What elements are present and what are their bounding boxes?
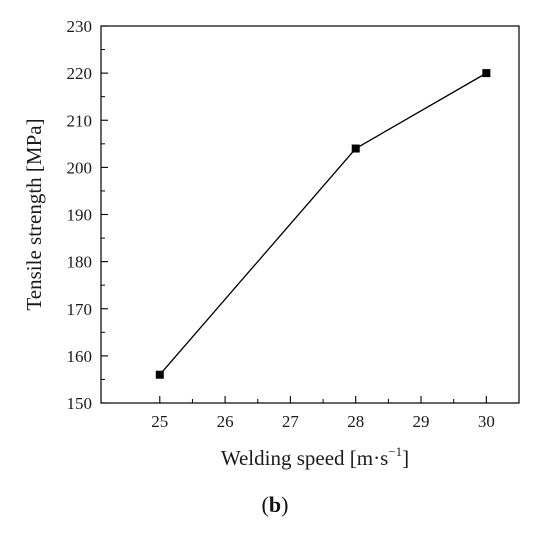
series-layer	[155, 69, 491, 379]
y-tick-label: 200	[67, 158, 93, 177]
x-tick-label: 29	[413, 412, 430, 431]
y-tick-label: 210	[67, 111, 93, 130]
x-axis-title-name: Welding speed	[221, 446, 345, 470]
plot-frame	[100, 25, 520, 404]
y-tick-label: 190	[67, 206, 93, 225]
ticks-layer	[101, 25, 487, 404]
x-axis-title-bracket-close: ]	[402, 446, 409, 470]
y-axis-title: Tensile strength [MPa]	[22, 118, 46, 310]
data-point	[155, 370, 164, 379]
x-axis-title: Welding speed [m·s−1]	[221, 444, 409, 470]
tick-labels: 150 160 170 180 190 200 210 220 230 25 26 27 28 29 30	[67, 17, 495, 431]
series-line	[159, 72, 487, 376]
panel-label: (b)	[0, 492, 550, 518]
y-tick-label: 220	[67, 64, 93, 83]
x-tick-label: 25	[151, 412, 168, 431]
panel-label-letter: b	[268, 492, 282, 517]
x-axis-title-bracket-open: [	[345, 446, 357, 470]
y-tick-label: 160	[67, 347, 93, 366]
y-tick-label: 230	[67, 17, 93, 36]
x-tick-label: 26	[217, 412, 234, 431]
y-tick-label: 180	[67, 253, 93, 272]
data-point	[351, 144, 360, 153]
panel-label-close: )	[281, 492, 289, 517]
panel-label-open: (	[261, 492, 269, 517]
x-tick-label: 28	[347, 412, 364, 431]
x-tick-label: 30	[478, 412, 495, 431]
x-tick-label: 27	[282, 412, 300, 431]
data-point	[482, 69, 491, 78]
y-tick-label: 150	[67, 394, 93, 413]
x-axis-title-unit-exponent: −1	[388, 444, 402, 459]
x-axis-title-unit: m·s	[357, 446, 389, 470]
y-tick-label: 170	[67, 300, 93, 319]
